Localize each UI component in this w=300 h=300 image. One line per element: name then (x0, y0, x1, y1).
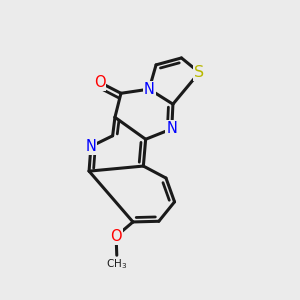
Text: N: N (85, 139, 96, 154)
Text: O: O (110, 229, 122, 244)
Text: N: N (166, 122, 177, 136)
Text: CH$_3$: CH$_3$ (106, 257, 127, 271)
Text: N: N (144, 82, 154, 97)
Text: O: O (94, 75, 105, 90)
Text: S: S (194, 65, 204, 80)
